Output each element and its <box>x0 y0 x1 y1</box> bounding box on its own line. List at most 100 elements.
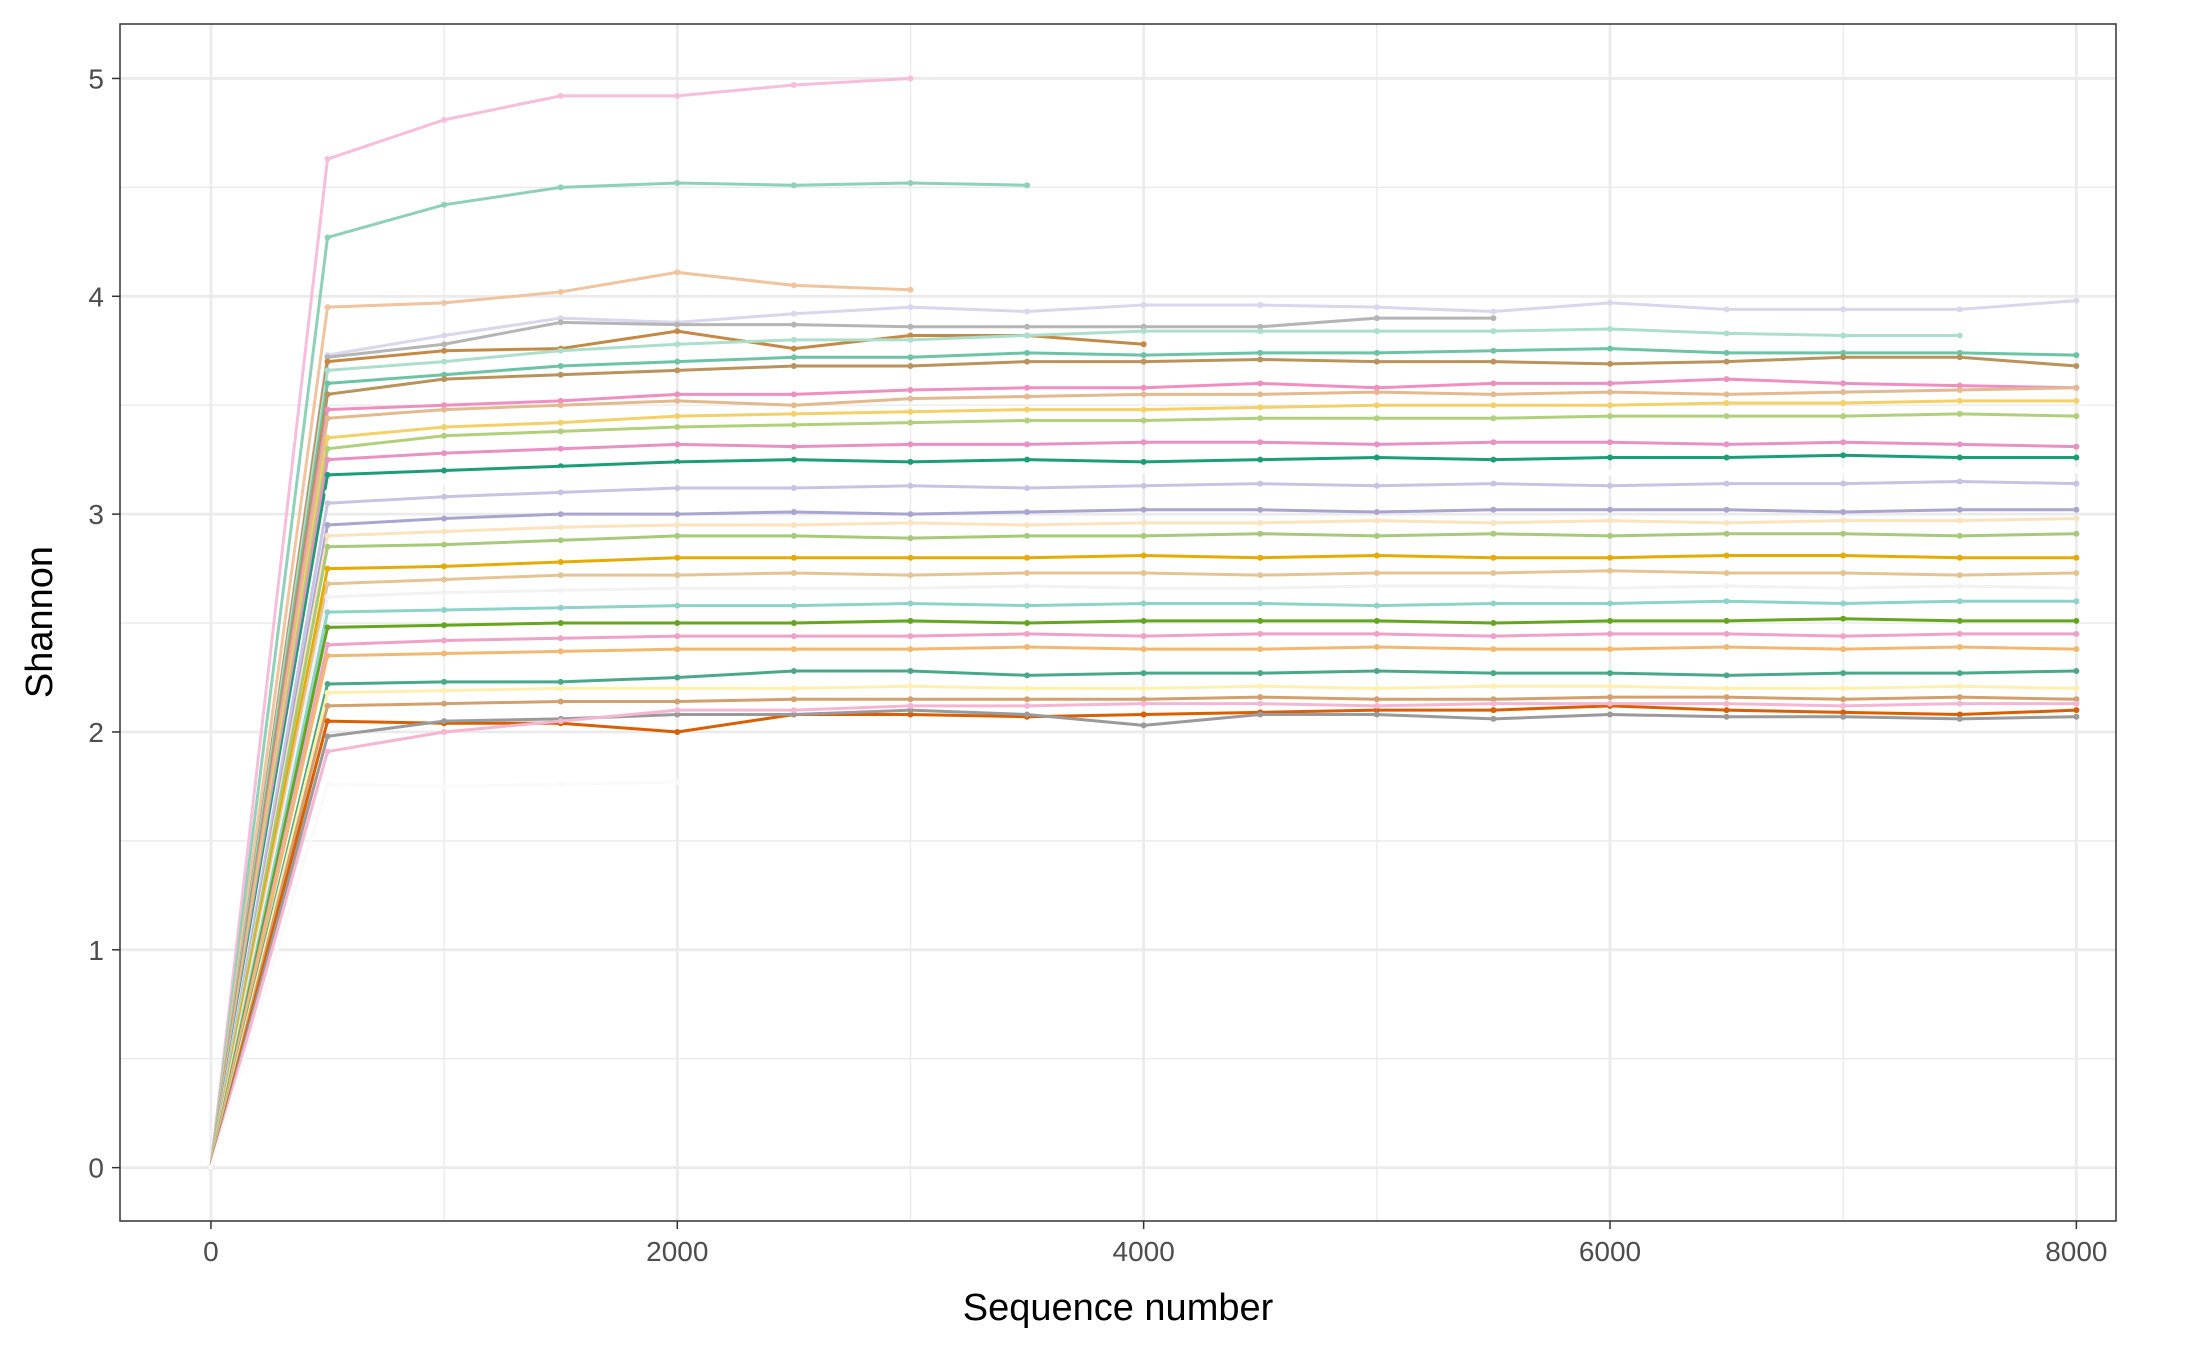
series-point <box>1607 617 1614 624</box>
series-point <box>1490 380 1497 387</box>
series-point <box>557 445 564 452</box>
series-point <box>907 617 914 624</box>
series-point <box>324 471 331 478</box>
series-point <box>1257 302 1264 309</box>
series-point <box>2073 297 2080 304</box>
series-point <box>1024 620 1031 627</box>
series-point <box>674 413 681 420</box>
series-point <box>1840 517 1847 524</box>
series-point <box>1140 552 1147 559</box>
series-point <box>790 667 797 674</box>
series-point <box>1373 630 1380 637</box>
series-point <box>557 587 564 594</box>
series-point <box>1490 700 1497 707</box>
series-point <box>1490 480 1497 487</box>
series-point <box>1956 644 1963 651</box>
series-point <box>1723 358 1730 365</box>
series-point <box>557 347 564 354</box>
series-point <box>1490 600 1497 607</box>
series-point <box>1723 583 1730 590</box>
series-point <box>1607 711 1614 718</box>
series-point <box>557 537 564 544</box>
series-point <box>1373 441 1380 448</box>
series-point <box>907 667 914 674</box>
series-point <box>207 1164 214 1171</box>
series-point <box>1840 332 1847 339</box>
series-point <box>1723 630 1730 637</box>
series-point <box>557 315 564 322</box>
series-point <box>1607 554 1614 561</box>
series-point <box>324 702 331 709</box>
series-point <box>1840 709 1847 716</box>
series-point <box>1607 413 1614 420</box>
series-point <box>1607 694 1614 701</box>
series-point <box>1373 552 1380 559</box>
series-point <box>674 711 681 718</box>
series-point <box>674 674 681 681</box>
series-point <box>674 532 681 539</box>
series-point <box>790 336 797 343</box>
series-point <box>1140 585 1147 592</box>
series-point <box>1607 469 1614 476</box>
series-point <box>790 585 797 592</box>
series-point <box>2073 443 2080 450</box>
series-point <box>441 406 448 413</box>
series-point <box>1840 439 1847 446</box>
series-point <box>1024 532 1031 539</box>
series-point <box>1373 569 1380 576</box>
series-point <box>1840 306 1847 313</box>
series-point <box>1956 506 1963 513</box>
series-point <box>1723 519 1730 526</box>
series-point <box>1956 630 1963 637</box>
series-point <box>1840 480 1847 487</box>
series-point <box>1840 569 1847 576</box>
y-tick-label: 1 <box>88 935 104 966</box>
series-point <box>2073 515 2080 522</box>
series-point <box>1257 328 1264 335</box>
series-point <box>1257 349 1264 356</box>
series-point <box>907 441 914 448</box>
x-tick-label: 8000 <box>2045 1236 2107 1267</box>
series-point <box>2073 480 2080 487</box>
series-point <box>1956 583 1963 590</box>
series-point <box>1956 382 1963 389</box>
series-point <box>1257 711 1264 718</box>
series-point <box>441 718 448 725</box>
series-point <box>1024 469 1031 476</box>
series-point <box>790 508 797 515</box>
lines <box>207 75 2080 1171</box>
series-point <box>1607 567 1614 574</box>
series-point <box>790 443 797 450</box>
plot-border <box>119 23 2117 1222</box>
series-point <box>907 646 914 653</box>
series-point <box>1257 356 1264 363</box>
series-point <box>441 371 448 378</box>
series-point <box>1140 323 1147 330</box>
series-point <box>1257 456 1264 463</box>
series-point <box>1373 349 1380 356</box>
series-point <box>557 781 564 788</box>
series-point <box>1024 349 1031 356</box>
series-point <box>441 637 448 644</box>
series-point <box>1723 707 1730 714</box>
series-point <box>1607 482 1614 489</box>
series-point <box>907 511 914 518</box>
series-point <box>674 728 681 735</box>
series-point <box>1956 306 1963 313</box>
series-point <box>907 535 914 542</box>
series-point <box>1607 630 1614 637</box>
series-point <box>2073 352 2080 359</box>
series-point <box>1956 617 1963 624</box>
series-point <box>2073 646 2080 653</box>
series-point <box>1490 696 1497 703</box>
series-point <box>674 391 681 398</box>
series-point <box>1024 554 1031 561</box>
series-point <box>907 711 914 718</box>
x-tick-label: 6000 <box>1579 1236 1641 1267</box>
series-point <box>1373 358 1380 365</box>
series-point <box>1840 413 1847 420</box>
series-point <box>674 458 681 465</box>
series-point <box>2073 707 2080 714</box>
series-point <box>1373 644 1380 651</box>
series-point <box>1024 602 1031 609</box>
